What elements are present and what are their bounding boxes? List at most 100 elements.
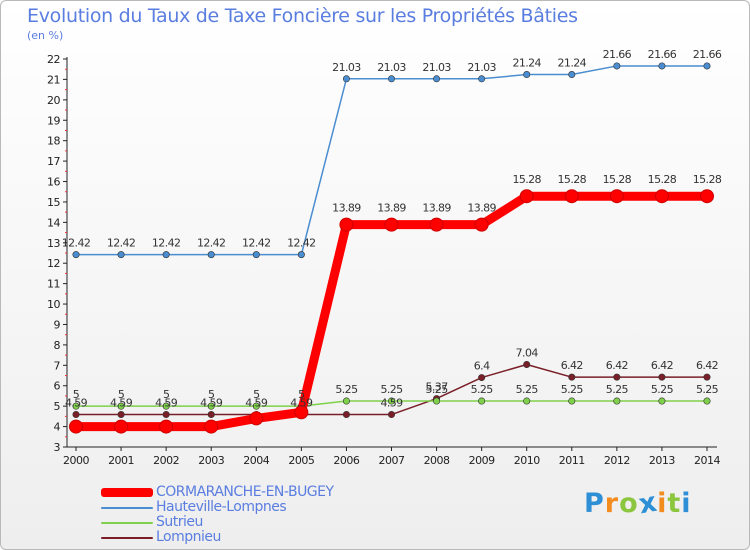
data-point	[117, 402, 125, 410]
data-point	[252, 251, 260, 259]
x-tick-label: 2011	[559, 454, 585, 467]
x-tick-label: 2012	[604, 454, 630, 467]
data-label: 21.03	[467, 61, 496, 74]
data-point	[568, 71, 576, 79]
data-label: 15.28	[558, 173, 587, 186]
data-point	[478, 374, 486, 382]
data-point	[658, 62, 666, 70]
data-label: 6.42	[561, 359, 583, 372]
data-point	[342, 397, 350, 405]
legend-label: Lompnieu	[156, 529, 221, 545]
data-label: 4.59	[200, 397, 223, 410]
data-point	[69, 419, 83, 434]
data-point	[429, 217, 444, 232]
data-point	[117, 251, 125, 259]
x-tick-label: 2013	[649, 454, 675, 467]
legend-swatch	[101, 488, 153, 497]
y-tick-label: 17	[47, 155, 60, 168]
y-tick-label: 10	[47, 298, 60, 311]
y-axis-unit: (en %)	[27, 29, 64, 42]
data-point	[204, 419, 219, 434]
data-label: 6.4	[474, 360, 490, 373]
data-point	[207, 251, 215, 259]
data-point	[703, 397, 711, 405]
data-point	[252, 402, 260, 410]
data-point	[433, 397, 441, 405]
x-tick-label: 2005	[288, 454, 314, 467]
data-label: 4.59	[110, 397, 133, 410]
legend-swatch	[101, 537, 153, 539]
data-label: 12.42	[197, 237, 226, 250]
data-point	[519, 189, 534, 204]
y-tick-label: 9	[54, 318, 61, 331]
data-label: 13.89	[467, 202, 496, 215]
data-label: 12.42	[242, 237, 271, 250]
data-point	[342, 411, 350, 419]
data-point	[523, 360, 531, 368]
y-tick-label: 5	[54, 400, 61, 413]
data-label: 5.25	[561, 383, 584, 396]
data-label: 12.42	[287, 237, 316, 250]
data-label: 5	[118, 388, 125, 401]
y-tick-label: 6	[54, 380, 61, 393]
data-point	[339, 217, 354, 232]
data-point	[523, 71, 531, 79]
data-point	[478, 75, 486, 83]
data-label: 7.04	[516, 346, 539, 359]
y-tick-label: 12	[47, 257, 60, 270]
data-point	[117, 411, 125, 419]
data-label: 5.25	[651, 383, 674, 396]
data-label: 12.42	[152, 237, 181, 250]
y-tick-label: 15	[47, 196, 60, 209]
y-tick-label: 3	[54, 441, 61, 454]
data-label: 6.42	[606, 359, 628, 372]
legend-item: Sutrieu	[101, 515, 401, 530]
x-tick-label: 2009	[469, 454, 495, 467]
y-tick-label: 20	[47, 94, 60, 107]
y-tick-label: 13	[47, 237, 60, 250]
legend: CORMARANCHE-EN-BUGEY Hauteville-Lompnes Su…	[101, 485, 401, 545]
x-tick-label: 2010	[514, 454, 540, 467]
data-label: 13.89	[377, 202, 406, 215]
data-point	[162, 402, 170, 410]
data-label: 5.25	[471, 383, 494, 396]
data-label: 5.25	[516, 383, 539, 396]
data-point	[72, 402, 80, 410]
logo-letter: P	[584, 488, 605, 519]
logo-letter: o	[619, 488, 639, 519]
data-label: 6.42	[696, 359, 718, 372]
data-point	[387, 75, 395, 83]
legend-label: CORMARANCHE-EN-BUGEY	[156, 484, 334, 500]
data-label: 5	[298, 388, 305, 401]
x-tick-label: 2006	[333, 454, 359, 467]
data-label: 21.03	[377, 61, 406, 74]
data-label: 5.25	[426, 383, 449, 396]
data-label: 13.89	[422, 202, 451, 215]
data-label: 5.25	[380, 383, 403, 396]
data-label: 21.66	[648, 48, 677, 61]
data-point	[207, 402, 215, 410]
data-point	[162, 411, 170, 419]
data-point	[474, 217, 489, 232]
data-label: 12.42	[62, 237, 91, 250]
y-tick-label: 22	[47, 53, 60, 66]
y-tick-label: 19	[47, 114, 60, 127]
legend-swatch	[101, 507, 153, 509]
logo-letter: t	[667, 488, 682, 519]
data-label: 6.42	[651, 359, 673, 372]
y-tick-label: 7	[54, 359, 61, 372]
data-point	[703, 373, 711, 381]
data-point	[387, 397, 395, 405]
data-label: 15.28	[693, 173, 722, 186]
y-tick-label: 4	[54, 421, 61, 434]
data-label: 21.03	[332, 61, 361, 74]
data-label: 5	[163, 388, 170, 401]
x-tick-label: 2007	[379, 454, 405, 467]
data-label: 13.89	[332, 202, 361, 215]
x-tick-label: 2001	[108, 454, 134, 467]
logo-letter: i	[657, 488, 668, 519]
data-label: 5.37	[426, 381, 449, 394]
legend-label: Sutrieu	[156, 514, 203, 530]
